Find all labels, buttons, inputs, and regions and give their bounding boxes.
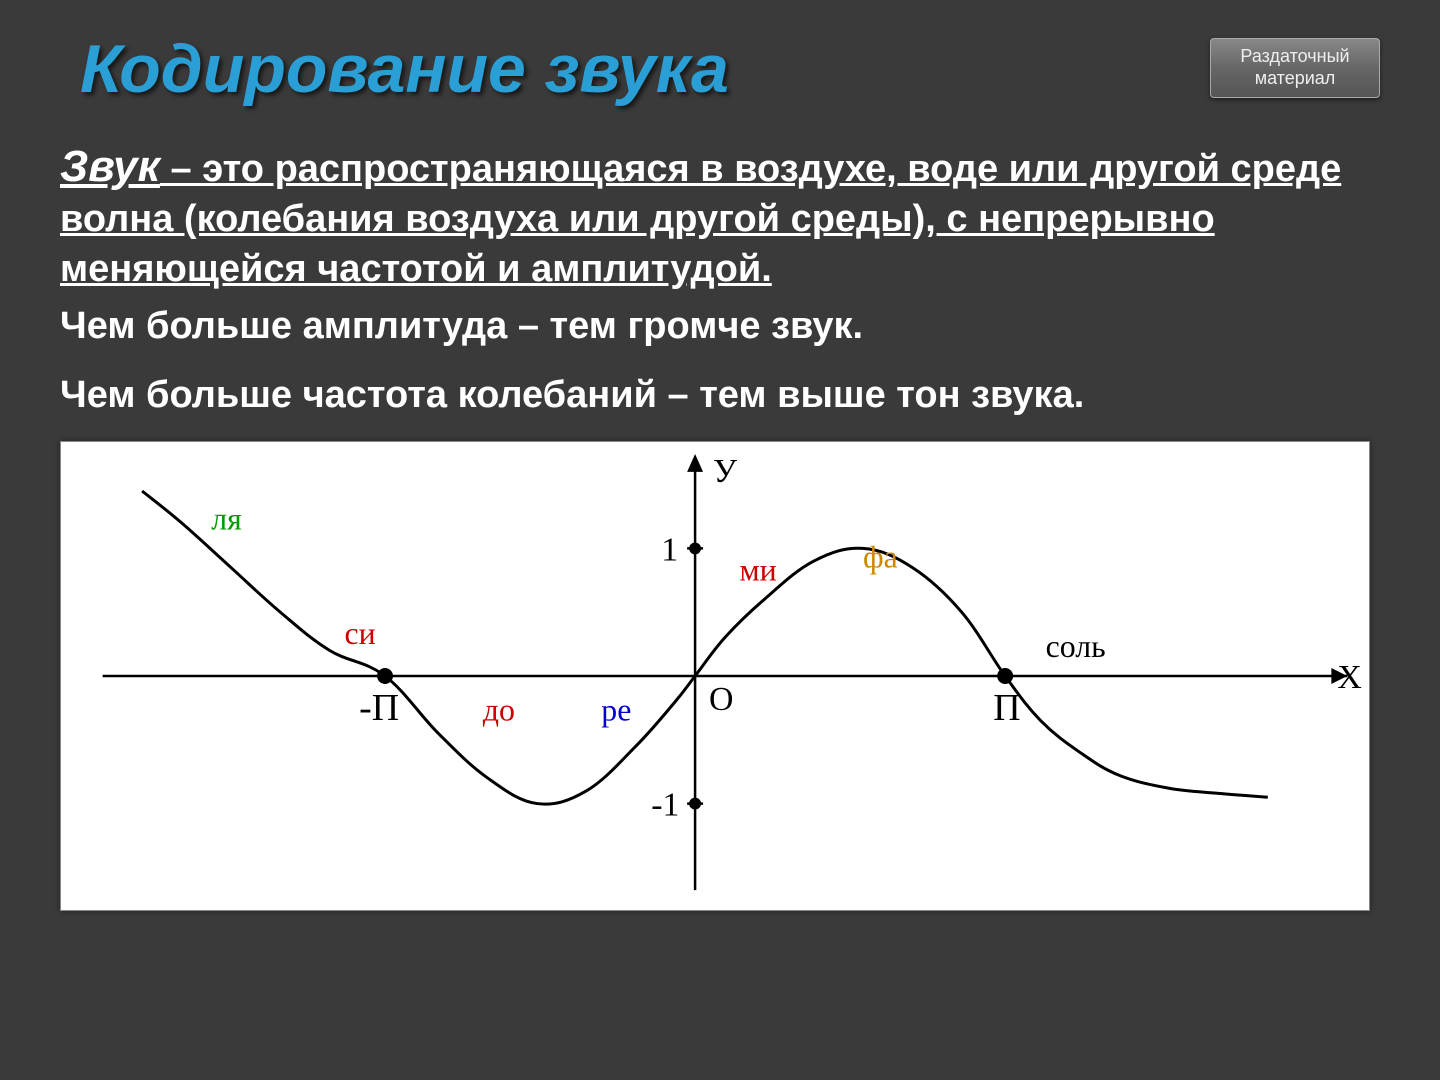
note-label: ре	[601, 692, 631, 727]
x-axis-label: X	[1337, 659, 1361, 696]
sine-wave-chart: УXO1-1-ППлясидоремифасоль	[60, 441, 1370, 911]
note-label: ля	[211, 501, 242, 536]
definition-term: Звук	[60, 142, 160, 191]
note-label: ми	[740, 552, 777, 587]
y-axis-label: У	[713, 453, 737, 490]
fact-amplitude: Чем больше амплитуда – тем громче звук.	[60, 302, 1380, 351]
definition-rest: – это распространяющаяся в воздухе, воде…	[60, 148, 1341, 290]
origin-label: O	[709, 681, 733, 718]
y-tick-label: 1	[661, 531, 678, 568]
handout-button[interactable]: Раздаточный материал	[1210, 38, 1380, 98]
y-tick-label: -1	[651, 786, 679, 823]
pi-label: -П	[359, 687, 399, 729]
note-label: си	[345, 616, 376, 651]
note-label: до	[483, 692, 515, 727]
definition-text: Звук – это распространяющаяся в воздухе,…	[60, 138, 1380, 294]
note-label: фа	[863, 539, 898, 574]
slide-title: Кодирование звука	[80, 30, 1380, 108]
fact-frequency: Чем больше частота колебаний – тем выше …	[60, 371, 1380, 420]
note-label: соль	[1046, 629, 1106, 664]
